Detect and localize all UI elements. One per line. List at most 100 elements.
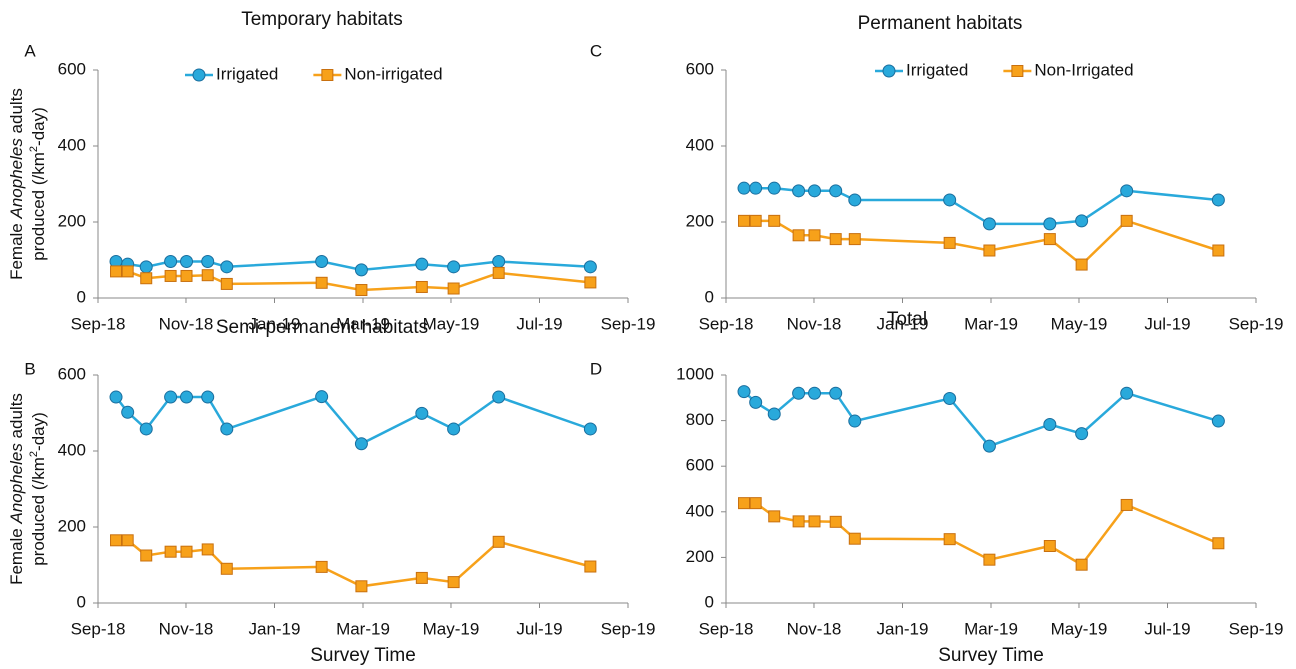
y-axis-label: Female Anopheles adults [7,393,26,585]
data-point [584,560,597,573]
data-point [164,390,178,404]
data-point [943,236,956,249]
data-point [829,386,843,400]
y-tick-label: 400 [58,135,86,154]
data-point [1075,258,1088,271]
data-point [737,385,751,399]
data-point [140,549,153,562]
panel-title: Temporary habitats [241,9,403,30]
data-point [164,545,177,558]
x-tick-label: Jan-19 [248,619,300,638]
data-point [355,284,368,297]
x-tick-label: Sep-19 [1229,619,1284,638]
data-point [201,269,214,282]
data-point [447,422,461,436]
y-axis-label-part: Female [7,219,26,280]
data-point [768,214,781,227]
x-tick-label: Mar-19 [964,619,1018,638]
legend-label: Irrigated [906,60,968,79]
data-point [583,260,597,274]
data-point [829,515,842,528]
y-tick-label: 800 [686,410,714,429]
x-tick-label: Mar-19 [336,619,390,638]
data-point [792,184,806,198]
data-point [447,282,460,295]
data-point [220,260,234,274]
data-point [355,580,368,593]
data-point [943,533,956,546]
x-tick-label: May-19 [423,314,480,333]
y-axis-label-part: -day) [29,107,48,146]
x-tick-label: Jul-19 [1144,314,1190,333]
y-tick-label: 600 [686,456,714,475]
data-point [583,422,597,436]
data-point [447,260,461,274]
data-point [492,255,506,269]
data-point [1120,184,1134,198]
data-point [164,269,177,282]
data-point [983,244,996,257]
data-point [109,390,123,404]
y-tick-label: 600 [686,59,714,78]
data-point [982,439,996,453]
series-line [115,395,591,446]
x-tick-label: Sep-19 [1229,314,1284,333]
data-point [737,181,751,195]
data-point [1075,558,1088,571]
data-point [492,535,505,548]
data-point [792,515,805,528]
data-point [768,510,781,523]
x-tick-label: Jul-19 [516,314,562,333]
x-axis-label: Survey Time [938,645,1044,666]
data-point [1043,233,1056,246]
y-axis-label-part: 2 [28,451,40,457]
data-point [1075,214,1089,228]
data-point [201,543,214,556]
x-tick-label: Sep-18 [71,619,126,638]
data-point [1120,498,1133,511]
x-tick-label: Jan-19 [248,314,300,333]
data-point [1120,214,1133,227]
data-point [1211,414,1225,428]
data-point [140,272,153,285]
x-tick-label: May-19 [423,619,480,638]
data-point [180,255,194,269]
data-point [415,571,428,584]
data-point [982,217,996,231]
data-point [943,193,957,207]
data-point [220,422,234,436]
data-point [1211,193,1225,207]
x-tick-label: Nov-18 [159,314,214,333]
x-tick-label: Jul-19 [516,619,562,638]
panel-letter: B [24,359,35,378]
y-tick-label: 400 [686,501,714,520]
data-point [180,545,193,558]
y-tick-label: 200 [58,516,86,535]
data-point [354,263,368,277]
y-tick-label: 400 [686,135,714,154]
y-axis-label: produced (/km2-day) [28,107,49,261]
y-axis-label-part: adults [7,393,26,443]
y-axis-label-part: 2 [28,146,40,152]
data-point [492,390,506,404]
data-point [584,276,597,289]
y-tick-label: 400 [58,440,86,459]
x-tick-label: May-19 [1051,619,1108,638]
x-tick-label: Mar-19 [964,314,1018,333]
x-tick-label: May-19 [1051,314,1108,333]
data-point [201,255,215,269]
series-line [744,219,1219,267]
legend-label: Non-irrigated [344,64,442,83]
y-tick-label: 0 [705,287,714,306]
data-point [749,497,762,510]
data-point [315,255,329,269]
y-axis-label-part: Female [7,524,26,585]
x-tick-label: Nov-18 [159,619,214,638]
data-point [415,257,429,271]
data-point [792,386,806,400]
data-point [749,395,763,409]
y-axis-label: Female Anopheles adults [7,88,26,280]
y-tick-label: 600 [58,364,86,383]
data-point [943,391,957,405]
